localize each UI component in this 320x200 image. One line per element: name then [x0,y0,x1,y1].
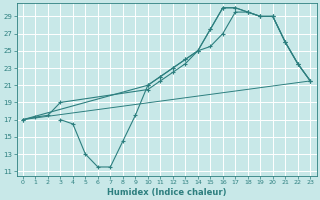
X-axis label: Humidex (Indice chaleur): Humidex (Indice chaleur) [107,188,226,197]
